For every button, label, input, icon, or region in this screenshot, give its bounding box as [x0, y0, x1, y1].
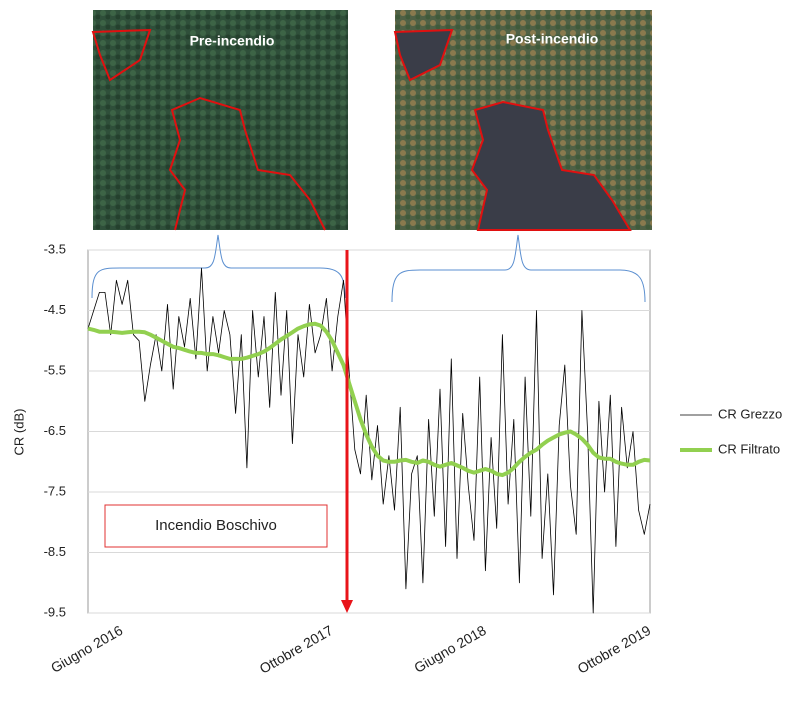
- annotation: Incendio Boschivo: [155, 517, 277, 534]
- legend-label: CR Filtrato: [718, 441, 780, 456]
- y-tick-label: -3.5: [44, 241, 66, 256]
- brace: [391, 234, 646, 303]
- post-fire-image: Post-incendio: [393, 10, 652, 231]
- y-tick-label: -9.5: [44, 604, 66, 619]
- y-tick-label: -8.5: [44, 544, 66, 559]
- y-axis-label: CR (dB): [11, 409, 26, 456]
- image-label: Post-incendio: [506, 31, 599, 47]
- image-label: Pre-incendio: [190, 33, 275, 49]
- x-tick-label: Ottobre 2019: [575, 622, 654, 677]
- brace: [91, 234, 346, 299]
- event-arrow-head: [341, 600, 353, 613]
- y-tick-label: -5.5: [44, 362, 66, 377]
- x-tick-label: Giugno 2016: [48, 622, 126, 676]
- y-tick-label: -4.5: [44, 302, 66, 317]
- series-line: [87, 321, 651, 478]
- annotation-box: [104, 504, 328, 548]
- x-tick-label: Giugno 2018: [411, 622, 489, 676]
- y-tick-label: -7.5: [44, 483, 66, 498]
- y-tick-label: -6.5: [44, 423, 66, 438]
- legend-label: CR Grezzo: [718, 406, 782, 421]
- x-tick-label: Ottobre 2017: [257, 622, 336, 677]
- pre-fire-image: Pre-incendio: [91, 10, 348, 231]
